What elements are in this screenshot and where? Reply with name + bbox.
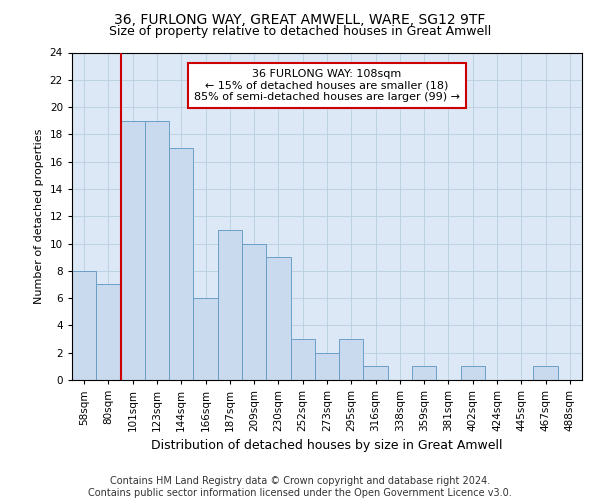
Bar	[169, 148, 193, 380]
Bar	[218, 230, 242, 380]
Bar	[72, 271, 96, 380]
Bar	[145, 120, 169, 380]
Bar	[461, 366, 485, 380]
Text: 36 FURLONG WAY: 108sqm
← 15% of detached houses are smaller (18)
85% of semi-det: 36 FURLONG WAY: 108sqm ← 15% of detached…	[194, 69, 460, 102]
Bar	[121, 120, 145, 380]
Y-axis label: Number of detached properties: Number of detached properties	[34, 128, 44, 304]
Bar	[193, 298, 218, 380]
Bar	[412, 366, 436, 380]
Text: Size of property relative to detached houses in Great Amwell: Size of property relative to detached ho…	[109, 25, 491, 38]
Bar	[339, 339, 364, 380]
Bar	[290, 339, 315, 380]
Bar	[364, 366, 388, 380]
Text: 36, FURLONG WAY, GREAT AMWELL, WARE, SG12 9TF: 36, FURLONG WAY, GREAT AMWELL, WARE, SG1…	[115, 12, 485, 26]
Text: Contains HM Land Registry data © Crown copyright and database right 2024.
Contai: Contains HM Land Registry data © Crown c…	[88, 476, 512, 498]
Bar	[533, 366, 558, 380]
Bar	[266, 257, 290, 380]
X-axis label: Distribution of detached houses by size in Great Amwell: Distribution of detached houses by size …	[151, 440, 503, 452]
Bar	[242, 244, 266, 380]
Bar	[315, 352, 339, 380]
Bar	[96, 284, 121, 380]
